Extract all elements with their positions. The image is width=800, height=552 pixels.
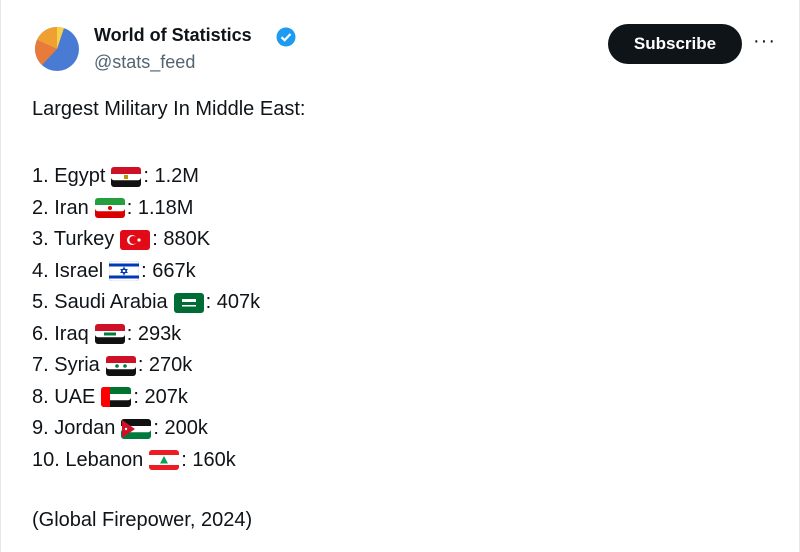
list-item: 7. Syria : 270k bbox=[32, 350, 260, 382]
item-name: 6. Iraq bbox=[32, 322, 89, 345]
ranking-list: 1. Egypt : 1.2M 2. Iran : 1.18M 3. Turke… bbox=[32, 161, 260, 476]
flag bbox=[94, 324, 125, 345]
flag bbox=[111, 166, 142, 187]
flag bbox=[173, 292, 204, 313]
item-name: 1. Egypt bbox=[32, 165, 106, 188]
flag bbox=[109, 261, 140, 282]
list-item: 5. Saudi Arabia : 407k bbox=[32, 287, 260, 319]
item-figure: : 160k bbox=[181, 448, 236, 471]
item-figure: : 1.18M bbox=[126, 196, 194, 219]
more-button[interactable]: ··· bbox=[753, 30, 776, 52]
item-name: 4. Israel bbox=[32, 259, 104, 282]
item-figure: : 293k bbox=[126, 322, 182, 345]
post-source: (Global Firepower, 2024) bbox=[32, 509, 253, 531]
flag bbox=[101, 387, 132, 408]
item-name: 3. Turkey bbox=[32, 228, 115, 251]
item-figure: : 407k bbox=[205, 291, 261, 314]
list-item: 3. Turkey : 880K bbox=[32, 224, 260, 256]
list-item: 4. Israel : 667k bbox=[32, 256, 260, 288]
item-name: 10. Lebanon bbox=[32, 448, 144, 471]
item-figure: : 200k bbox=[153, 417, 208, 440]
flag bbox=[120, 229, 151, 250]
item-figure: : 1.2M bbox=[143, 165, 199, 188]
list-item: 2. Iran : 1.18M bbox=[32, 193, 260, 225]
flag bbox=[149, 450, 180, 471]
list-item: 8. UAE : 207k bbox=[32, 382, 260, 414]
flag bbox=[94, 198, 125, 219]
list-item: 6. Iraq : 293k bbox=[32, 319, 260, 351]
item-figure: : 270k bbox=[137, 354, 193, 377]
item-figure: : 207k bbox=[133, 385, 188, 408]
item-name: 9. Jordan bbox=[32, 417, 116, 440]
post-title: Largest Military In Middle East: bbox=[32, 98, 306, 120]
account-name[interactable]: World of Statistics bbox=[94, 25, 252, 45]
item-name: 8. UAE bbox=[32, 385, 96, 408]
item-figure: : 880K bbox=[152, 228, 211, 251]
flag bbox=[105, 355, 136, 376]
flag bbox=[121, 418, 152, 439]
item-name: 5. Saudi Arabia bbox=[32, 291, 168, 314]
item-name: 2. Iran bbox=[32, 196, 89, 219]
item-name: 7. Syria bbox=[32, 354, 100, 377]
list-item: 10. Lebanon : 160k bbox=[32, 445, 260, 477]
verified-badge bbox=[276, 27, 296, 47]
list-item: 1. Egypt : 1.2M bbox=[32, 161, 260, 193]
item-figure: : 667k bbox=[141, 259, 196, 282]
avatar[interactable] bbox=[34, 26, 80, 72]
account-handle[interactable]: @stats_feed bbox=[94, 52, 196, 72]
list-item: 9. Jordan : 200k bbox=[32, 413, 260, 445]
subscribe-button[interactable]: Subscribe bbox=[608, 24, 742, 64]
